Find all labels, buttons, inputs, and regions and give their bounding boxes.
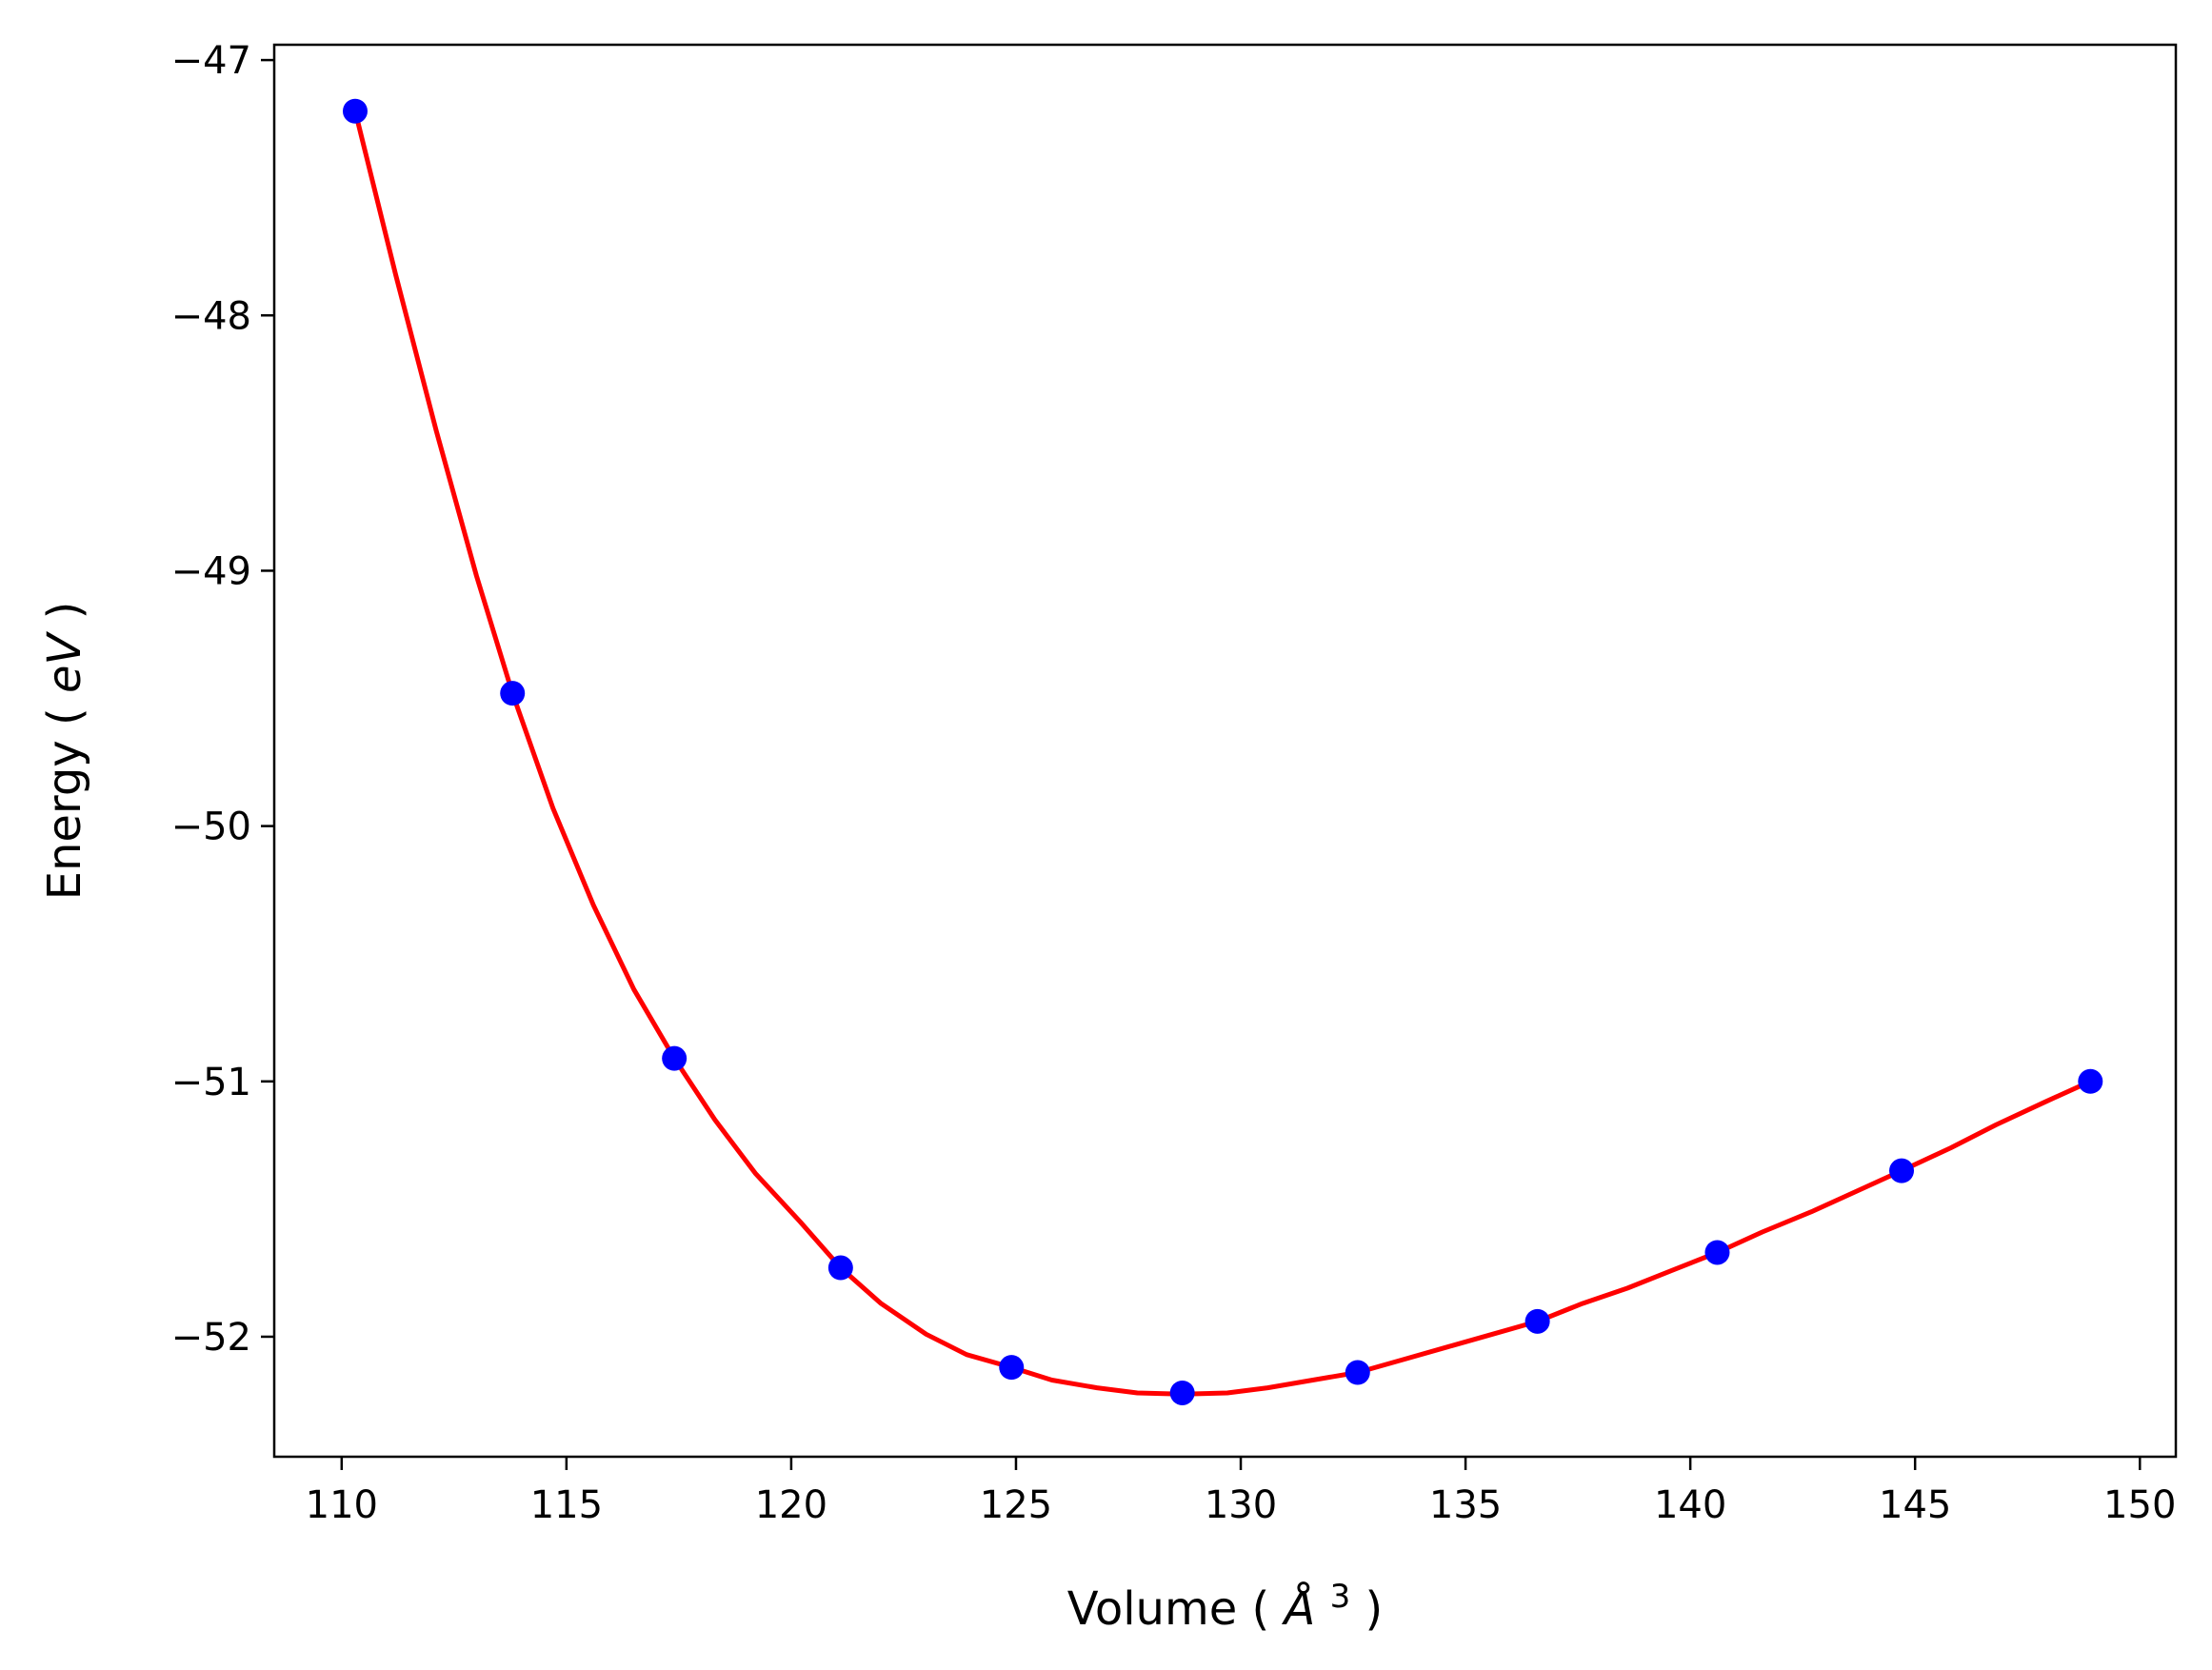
data-point bbox=[500, 681, 526, 706]
x-tick-label: 125 bbox=[980, 1483, 1052, 1527]
data-point bbox=[827, 1255, 853, 1281]
y-tick-label: −47 bbox=[171, 39, 251, 83]
data-point bbox=[2078, 1068, 2103, 1094]
y-tick-label: −49 bbox=[171, 549, 251, 593]
y-axis-label-text: Energy bbox=[38, 740, 91, 900]
x-axis-label-close: ) bbox=[1365, 1582, 1384, 1636]
x-tick-label: 145 bbox=[1879, 1483, 1951, 1527]
y-tick-label: −50 bbox=[171, 805, 251, 849]
x-axis-label-open: ( bbox=[1252, 1582, 1270, 1636]
data-point bbox=[1169, 1380, 1195, 1405]
axes-frame bbox=[272, 43, 2178, 1459]
x-tick-label: 130 bbox=[1205, 1483, 1277, 1527]
y-tick-label: −51 bbox=[171, 1061, 251, 1104]
y-axis-label-open: ( bbox=[38, 707, 91, 726]
y-tick-label: −48 bbox=[171, 294, 251, 338]
x-tick-label: 140 bbox=[1654, 1483, 1726, 1527]
y-axis-label: Energy ( eV ) bbox=[38, 602, 91, 901]
data-point bbox=[1889, 1158, 1915, 1183]
data-point bbox=[1704, 1240, 1730, 1265]
x-axis-label: Volume ( Å 3 ) bbox=[1067, 1565, 1384, 1636]
y-axis-label-unit: eV bbox=[38, 631, 91, 694]
data-point bbox=[1345, 1360, 1370, 1385]
data-point bbox=[342, 98, 368, 124]
y-axis-label-close: ) bbox=[38, 602, 91, 620]
y-axis-ticks: −47 −48 −49 −50 −51 −52 bbox=[171, 39, 274, 1360]
x-tick-label: 150 bbox=[2103, 1483, 2176, 1527]
data-point bbox=[1524, 1308, 1550, 1334]
x-tick-label: 115 bbox=[530, 1483, 603, 1527]
x-tick-label: 120 bbox=[755, 1483, 827, 1527]
x-axis-label-unit: Å bbox=[1282, 1581, 1316, 1636]
plot-area bbox=[342, 98, 2103, 1405]
x-tick-label: 135 bbox=[1429, 1483, 1502, 1527]
data-point bbox=[662, 1045, 688, 1071]
x-axis-label-text: Volume bbox=[1067, 1582, 1238, 1636]
data-point bbox=[999, 1355, 1025, 1381]
x-tick-label: 110 bbox=[306, 1483, 378, 1527]
x-axis-label-exponent: 3 bbox=[1330, 1578, 1351, 1616]
y-tick-label: −52 bbox=[171, 1316, 251, 1360]
x-axis-ticks: 110 115 120 125 130 135 140 145 150 bbox=[306, 1457, 2176, 1527]
